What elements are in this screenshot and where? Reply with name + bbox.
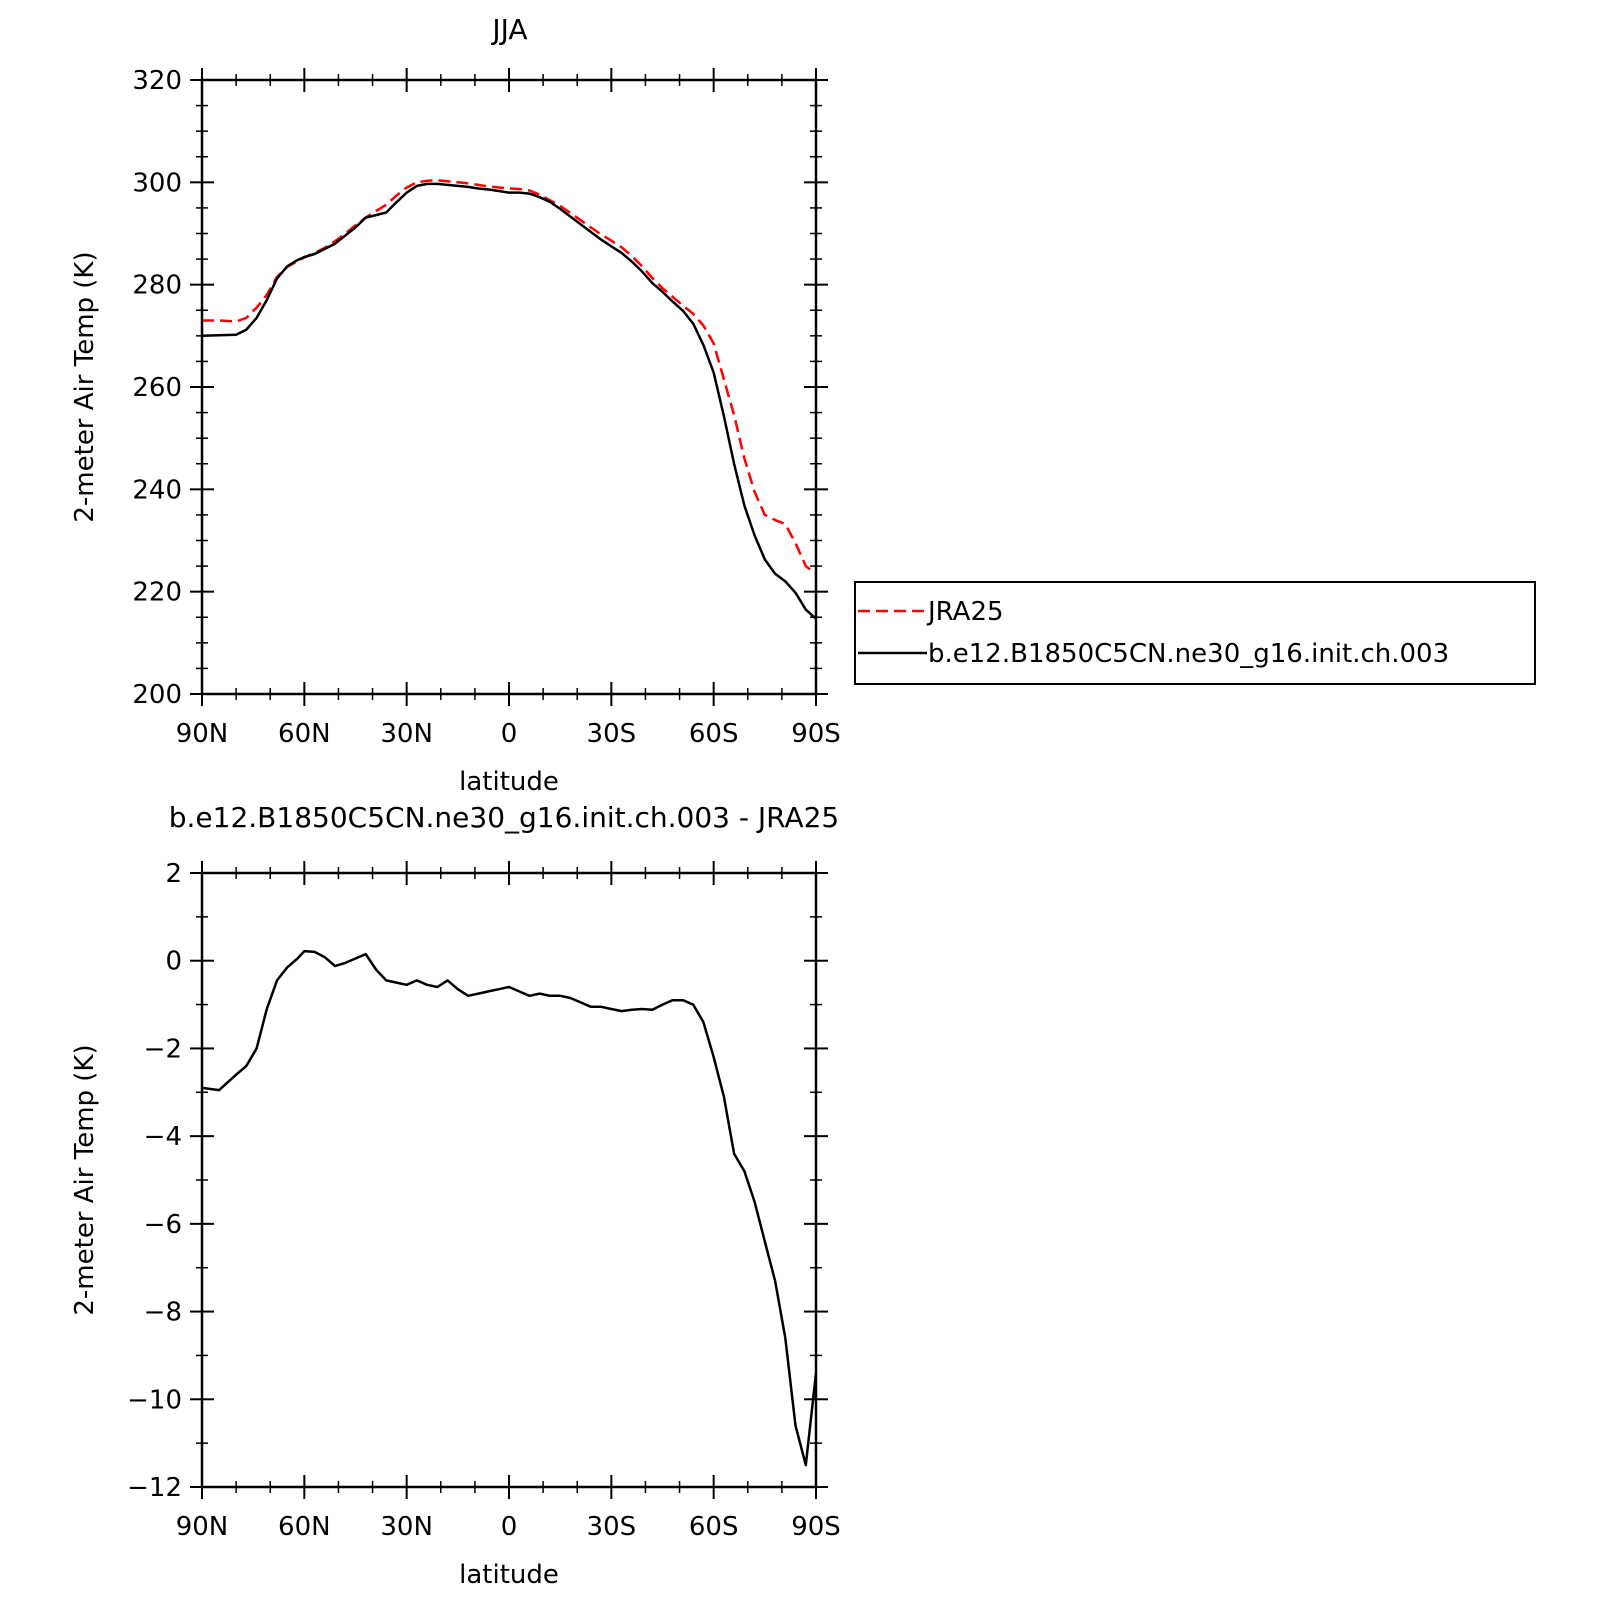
bottom-y-tick-label: 2: [165, 859, 182, 889]
legend-label-jra25: JRA25: [926, 597, 1004, 627]
bottom-y-tick-label: −2: [144, 1034, 182, 1064]
top-y-tick-label: 300: [132, 168, 182, 198]
bottom-y-tick-label: −12: [127, 1473, 182, 1503]
bottom-x-tick-label: 0: [501, 1512, 518, 1542]
bottom-x-tick-label: 90S: [791, 1512, 841, 1542]
bottom-x-tick-label: 90N: [176, 1512, 229, 1542]
top-y-tick-label: 280: [132, 271, 182, 301]
top-x-tick-label: 30N: [380, 719, 433, 749]
bottom-x-tick-label: 60S: [689, 1512, 739, 1542]
bottom-x-axis-label: latitude: [459, 1560, 559, 1590]
top-y-axis-label: 2-meter Air Temp (K): [70, 251, 100, 522]
bottom-y-tick-label: −6: [144, 1210, 182, 1240]
top-y-tick-label: 260: [132, 373, 182, 403]
bottom-y-tick-label: −4: [144, 1122, 182, 1152]
bottom-y-tick-label: 0: [165, 947, 182, 977]
top-panel: JJA 90N 60N 30N 0 30S 60S 90S 200 220 240 260 280 30…: [70, 13, 841, 797]
top-series-line-1: [201, 182, 817, 620]
bottom-x-tick-label: 60N: [278, 1512, 331, 1542]
top-y-tick-label: 200: [132, 680, 182, 710]
bottom-y-tick-label: −8: [144, 1298, 182, 1328]
top-x-tick-label: 60S: [689, 719, 739, 749]
bottom-chart-ticks: 90N 60N 30N 0 30S 60S 90S −12 −10 −8 −6 −4 −2 0 2: [127, 859, 841, 1542]
top-series-line-0: [202, 179, 817, 575]
top-chart-ticks: 90N 60N 30N 0 30S 60S 90S 200 220 240 260 280 300 320: [132, 66, 840, 749]
bottom-plot-frame: [200, 871, 818, 1489]
bottom-chart-marks: [201, 949, 818, 1467]
bottom-x-tick-label: 30S: [587, 1512, 637, 1542]
top-chart-title: JJA: [490, 13, 527, 46]
legend: JRA25 b.e12.B1850C5CN.ne30_g16.init.ch.0…: [854, 581, 1536, 685]
top-x-tick-label: 90S: [791, 719, 841, 749]
top-x-tick-label: 60N: [278, 719, 331, 749]
bottom-y-tick-label: −10: [127, 1385, 182, 1415]
top-plot-frame: [200, 78, 818, 696]
top-x-tick-label: 0: [501, 719, 518, 749]
top-y-tick-label: 220: [132, 578, 182, 608]
bottom-x-tick-label: 30N: [380, 1512, 433, 1542]
top-y-tick-label: 320: [132, 66, 182, 96]
top-x-axis-label: latitude: [459, 767, 559, 797]
top-x-tick-label: 90N: [176, 719, 229, 749]
top-chart-marks: [201, 179, 817, 620]
top-y-tick-label: 240: [132, 475, 182, 505]
bottom-series-line-0: [201, 949, 818, 1467]
top-x-tick-label: 30S: [587, 719, 637, 749]
legend-box: [854, 581, 1536, 685]
bottom-panel: b.e12.B1850C5CN.ne30_g16.init.ch.003 - J…: [70, 801, 841, 1590]
legend-label-model: b.e12.B1850C5CN.ne30_g16.init.ch.003: [928, 639, 1449, 669]
bottom-chart-title: b.e12.B1850C5CN.ne30_g16.init.ch.003 - J…: [169, 801, 840, 834]
bottom-y-axis-label: 2-meter Air Temp (K): [70, 1044, 100, 1315]
